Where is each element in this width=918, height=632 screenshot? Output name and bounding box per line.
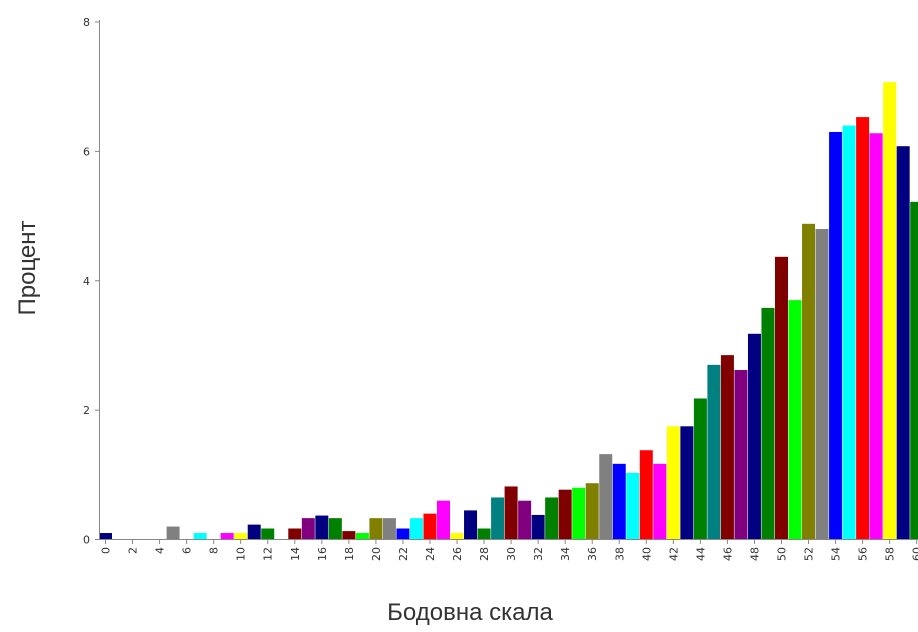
- bar-42: [666, 426, 680, 540]
- bar-12: [261, 528, 275, 540]
- bar-20: [369, 518, 383, 540]
- x-tick-label-15: 30: [505, 547, 518, 561]
- x-tick-label-30: 60: [911, 547, 918, 561]
- bar-46: [720, 355, 734, 540]
- bar-38: [612, 463, 626, 540]
- bar-33: [545, 497, 559, 540]
- x-tick-label-29: 58: [884, 547, 897, 561]
- bar-11: [247, 524, 261, 540]
- bar-48: [747, 333, 761, 540]
- bar-35: [572, 487, 586, 540]
- x-tick-label-10: 20: [370, 547, 383, 561]
- bar-45: [707, 364, 721, 540]
- x-tick-label-28: 56: [857, 547, 870, 561]
- bar-51: [788, 300, 802, 540]
- y-tick-label-1: 2: [83, 404, 90, 417]
- bar-57: [869, 133, 883, 540]
- x-tick-label-22: 44: [694, 547, 707, 561]
- bar-40: [639, 450, 653, 540]
- bar-24: [423, 513, 437, 540]
- bar-21: [382, 518, 396, 540]
- bar-29: [491, 497, 505, 540]
- bar-37: [599, 454, 613, 540]
- x-tick-label-2: 4: [154, 547, 167, 554]
- x-tick-label-7: 14: [289, 547, 302, 561]
- x-tick-label-13: 26: [451, 547, 464, 561]
- bar-30: [504, 486, 518, 540]
- bar-53: [815, 229, 829, 540]
- bar-14: [288, 528, 302, 540]
- x-tick-label-4: 8: [208, 547, 221, 554]
- bar-49: [761, 307, 775, 540]
- bar-15: [301, 518, 315, 540]
- bar-5: [166, 526, 180, 540]
- bar-17: [328, 518, 342, 540]
- x-ticks-group: 0 2 4 6 8 10 12 14 16 18 20 22 24 26 28 30 32 34 36 38 40 42 4…: [100, 540, 918, 561]
- x-tick-label-23: 46: [721, 547, 734, 561]
- bar-26: [450, 533, 464, 540]
- y-axis-title: Процент: [14, 220, 41, 315]
- bar-10: [234, 533, 248, 540]
- bar-19: [355, 533, 369, 540]
- x-tick-label-5: 10: [235, 547, 248, 561]
- x-tick-label-8: 16: [316, 547, 329, 561]
- x-tick-label-19: 38: [613, 547, 626, 561]
- bar-34: [558, 489, 572, 540]
- y-tick-label-0: 0: [83, 534, 90, 547]
- x-tick-label-25: 50: [776, 547, 789, 561]
- x-axis-title: Бодовна скала: [387, 599, 553, 626]
- x-tick-label-18: 36: [586, 547, 599, 561]
- y-tick-label-4: 8: [83, 16, 90, 29]
- x-tick-label-21: 42: [667, 547, 680, 561]
- x-tick-label-14: 28: [478, 547, 491, 561]
- bar-41: [653, 463, 667, 540]
- bar-28: [477, 528, 491, 540]
- x-tick-label-3: 6: [181, 547, 194, 554]
- bar-56: [856, 117, 870, 540]
- bar-60: [910, 201, 918, 540]
- bar-25: [437, 500, 450, 540]
- bars-group: [99, 82, 918, 540]
- bar-16: [315, 515, 329, 540]
- bar-43: [680, 426, 694, 540]
- x-tick-label-26: 52: [803, 547, 816, 561]
- x-tick-label-27: 54: [830, 547, 843, 561]
- x-tick-label-11: 22: [397, 547, 410, 561]
- x-tick-label-17: 34: [559, 547, 572, 561]
- bar-47: [734, 370, 748, 540]
- bar-54: [829, 131, 843, 540]
- bar-32: [531, 514, 545, 540]
- x-tick-label-12: 24: [424, 547, 437, 561]
- x-tick-label-16: 32: [532, 547, 545, 561]
- x-tick-label-20: 40: [640, 547, 653, 561]
- x-tick-label-1: 2: [127, 547, 140, 554]
- bar-55: [842, 125, 856, 540]
- bar-50: [775, 256, 788, 540]
- bar-39: [626, 472, 640, 540]
- bar-59: [896, 146, 910, 540]
- bar-58: [883, 82, 897, 540]
- y-ticks-group: 0 2 4 6 8: [83, 16, 99, 547]
- bar-0: [99, 533, 112, 540]
- x-tick-label-6: 12: [262, 547, 275, 561]
- x-tick-label-0: 0: [100, 547, 113, 554]
- bar-44: [693, 398, 707, 540]
- x-tick-label-24: 48: [748, 547, 761, 561]
- bar-18: [342, 531, 356, 540]
- y-tick-label-3: 6: [83, 145, 90, 158]
- bar-36: [585, 483, 599, 540]
- bar-22: [396, 528, 410, 540]
- bar-27: [464, 510, 478, 540]
- y-tick-label-2: 4: [83, 275, 90, 288]
- bar-52: [802, 223, 816, 540]
- bar-23: [409, 518, 423, 540]
- bar-31: [518, 500, 532, 540]
- x-tick-label-9: 18: [343, 547, 356, 561]
- bar-9: [220, 533, 234, 540]
- bar-7: [193, 533, 207, 540]
